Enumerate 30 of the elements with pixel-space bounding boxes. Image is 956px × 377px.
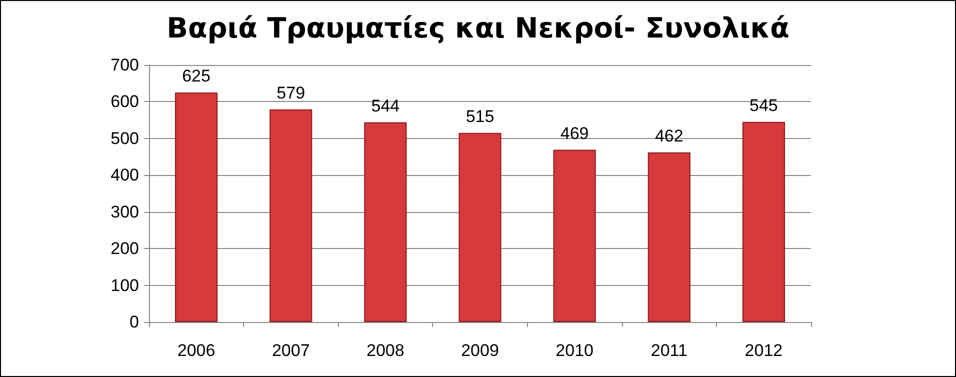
y-tick-label: 0: [130, 312, 139, 332]
data-label: 515: [466, 106, 494, 126]
y-tick-label: 300: [110, 202, 139, 222]
x-tick-label: 2010: [556, 341, 594, 360]
bar: [648, 152, 690, 322]
data-label: 579: [276, 83, 306, 102]
x-tick-label: 2007: [272, 341, 310, 360]
x-tick-label: 2011: [650, 341, 688, 360]
y-tick-label: 500: [110, 128, 139, 148]
chart-title: Βαριά Τραυματίες και Νεκροί- Συνολικά: [166, 12, 790, 44]
y-tick-label: 200: [110, 239, 139, 258]
x-tick-label: 2008: [366, 341, 404, 360]
y-tick-label: 700: [110, 56, 139, 74]
y-tick-label: 400: [110, 166, 139, 185]
data-label: 545: [750, 96, 778, 115]
data-label: 469: [560, 124, 589, 143]
bar: [364, 122, 407, 322]
data-label: 462: [654, 126, 684, 146]
data-label: 544: [371, 96, 400, 116]
bar: [458, 132, 502, 322]
bar: [553, 150, 596, 322]
x-tick-label: 2006: [177, 341, 216, 360]
bar: [270, 109, 312, 322]
bar: [175, 92, 218, 322]
x-tick-label: 2012: [744, 341, 783, 360]
data-label: 625: [182, 66, 210, 86]
x-tick-label: 2009: [461, 341, 499, 360]
y-tick-label: 600: [110, 92, 139, 112]
y-tick-label: 100: [110, 276, 139, 295]
bar: [742, 122, 785, 322]
